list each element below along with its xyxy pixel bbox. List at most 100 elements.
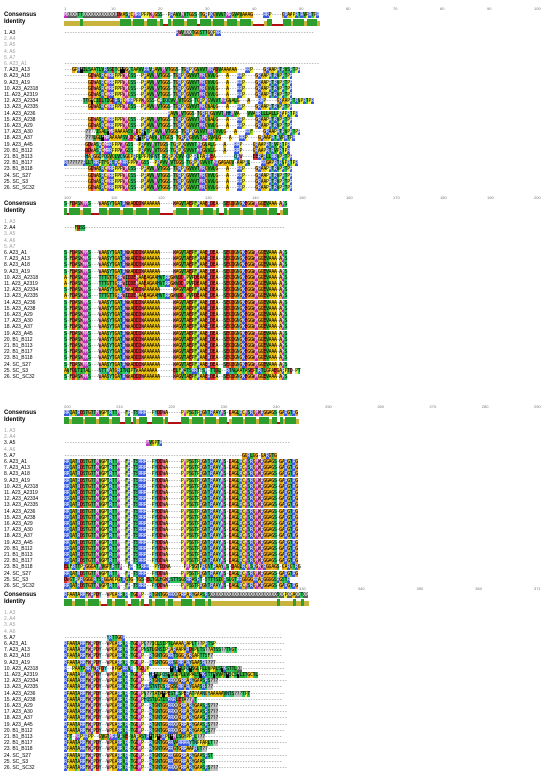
sequence-row: 18. A23_A37 --------???LGL*MRAAAAASVMDCR*… — [0, 135, 550, 142]
identity-mark — [184, 208, 187, 215]
identity-mark — [162, 213, 166, 215]
sequence-label: 12. A23_A2334 — [4, 496, 39, 503]
identity-mark — [274, 208, 278, 215]
identity-mark — [186, 210, 190, 215]
identity-mark — [136, 599, 139, 606]
sequence-label: 19. A23_A45 — [4, 539, 33, 546]
identity-mark — [226, 210, 230, 215]
identity-mark — [146, 604, 150, 606]
ruler-tick: 200 — [64, 404, 71, 409]
identity-mark — [104, 417, 107, 424]
identity-mark — [264, 208, 267, 215]
sequence-residues: S-FDASWMMS---WAASYTGATRWWADDDWAAAAAA----… — [64, 324, 288, 331]
sequence-residues — [64, 447, 544, 453]
sequence-row: 5. A7 ----------------YRTTGGR------------… — [0, 634, 550, 641]
identity-mark — [240, 601, 243, 606]
sequence-row: 19. A23_A45 --------GDWASRCMRRPPPWMGSS--P… — [0, 141, 550, 148]
sequence-row: 16. A23_A29 ---------GDWASRCMRRPPPWMGSS--… — [0, 123, 550, 129]
identity-mark — [98, 417, 102, 424]
sequence-residues: --------GDWASRCMRRPPPWMGSS--PRAVVMVTGGS-… — [64, 141, 291, 148]
identity-mark — [197, 208, 200, 215]
sequence-row: 9. A23_A19 RPAATARRFWRPDY--WPGARRVR-TGDMP… — [0, 659, 550, 666]
identity-mark — [282, 601, 286, 606]
sequence-residues: AVFDLTITAL---NTTKATGRITNIPTWAAAAAAA-----… — [64, 367, 301, 374]
sequence-row: 22. B1_B117 R??????RLLTRRPTFGRSRCMRRPPPWM… — [0, 160, 550, 167]
sequence-residues: R??????RLLTRRPTFGRSRCMRRPPPWMGSS--PRAVVM… — [64, 160, 299, 167]
sequence-row: 11. A23_A2319 RPAATARRFWRPDY--WPGARRVR-TG… — [0, 672, 550, 678]
sequence-residues: S-FDASWMMS---WAASYTGATRWWADDDWAAAAAA----… — [64, 336, 288, 343]
identity-mark — [64, 21, 67, 26]
identity-mark — [210, 208, 214, 215]
sequence-label: 24. SC_S27 — [4, 361, 31, 368]
identity-mark — [192, 19, 195, 26]
sequence-residues: ----FDSS--------------------------------… — [64, 225, 285, 232]
sequence-residues — [64, 42, 544, 48]
sequence-row: 21. B1_B113 RRQATRDSTGTTMVGPTRTTM--FR-TSR… — [0, 552, 550, 558]
identity-mark — [160, 213, 163, 215]
identity-mark — [146, 210, 150, 215]
identity-mark — [202, 208, 206, 215]
sequence-residues: RRQATRDSTGTTMVGPTRTTM--FR-TSRRR--PYDDWA-… — [64, 465, 299, 472]
identity-mark — [234, 208, 238, 215]
identity-mark — [269, 19, 272, 26]
sequence-row: 10. A23_A2318 RRQATRDSTGTTMVGPTRTTM--FR-T… — [0, 483, 550, 490]
sequence-residues: ELFRTTPRGGGATMVGPTRTTM--FR-TSRRR--PYDDWA… — [64, 564, 301, 571]
ruler-tick: 80 — [440, 6, 445, 11]
identity-mark — [312, 19, 315, 26]
identity-mark — [168, 599, 171, 606]
sequence-label: 18. A23_A37 — [4, 533, 33, 540]
sequence-label: 5. A7 — [4, 452, 16, 459]
identity-mark — [309, 19, 313, 26]
sequence-row: 5. A7 — [0, 55, 550, 61]
identity-mark — [69, 419, 72, 424]
identity-mark — [213, 210, 216, 215]
identity-mark — [138, 417, 142, 424]
identity-mark — [234, 601, 238, 606]
sequence-residues — [64, 610, 544, 616]
identity-mark — [136, 419, 139, 424]
identity-mark — [176, 422, 179, 424]
identity-mark — [186, 599, 190, 606]
identity-mark — [288, 417, 291, 424]
identity-mark — [184, 417, 187, 424]
identity-mark — [149, 19, 152, 26]
identity-mark — [218, 213, 222, 215]
ruler-tick: 290 — [534, 404, 541, 409]
sequence-residues: S-FDASWMMS---WAASYTGATRWWADDDWAAAAAA----… — [64, 330, 288, 337]
identity-mark — [114, 599, 118, 606]
identity-mark — [288, 19, 291, 26]
sequence-label: 8. A23_A18 — [4, 653, 30, 660]
sequence-label: 26. SC_SC32 — [4, 765, 35, 771]
identity-mark — [248, 601, 251, 606]
sequence-row: 6. A23_A1 RPAATARRFWRPDY--WPGARRVR-TGDMPQ… — [0, 641, 550, 647]
identity-mark — [282, 208, 286, 215]
sequence-row: 19. A23_A45 RRQATRDSTGTTMVGPTRTTM--FR-TSR… — [0, 539, 550, 546]
sequence-row: 22. B1_B117 S-FDASWMMS---WAASYTGATRWWADDD… — [0, 349, 550, 356]
consensus-sequence: RPAATARRFWRPDY--WPGARRVR-TGDMP--RTGNTGGR… — [64, 592, 309, 598]
identity-mark — [74, 599, 78, 606]
sequence-residues: ---------GDWASRCMRRPPPWMGSS--PRAVVMVTGGS… — [64, 79, 293, 86]
sequence-label: 25. SC_S3 — [4, 758, 29, 765]
sequence-label: 18. A23_A37 — [4, 324, 33, 331]
ruler-tick: 100 — [534, 6, 541, 11]
identity-mark — [245, 417, 248, 424]
ruler-tick: 90 — [487, 6, 492, 11]
identity-mark — [208, 208, 211, 215]
identity-mark — [144, 21, 147, 26]
identity-mark — [224, 208, 227, 215]
identity-mark — [280, 417, 283, 424]
identity-mark — [250, 601, 254, 606]
sequence-residues — [64, 36, 544, 42]
identity-mark — [138, 208, 142, 215]
identity-mark — [218, 601, 222, 606]
identity-mark — [85, 601, 88, 606]
sequence-row: 25. SC_S3 RPAATARRFWRPDY--WPGARRVR-TGDMP-… — [0, 758, 550, 765]
sequence-residues — [64, 55, 544, 61]
sequence-label: 21. B1_B113 — [4, 552, 33, 558]
identity-mark — [213, 19, 216, 26]
identity-mark — [85, 208, 88, 215]
identity-mark — [152, 19, 155, 26]
ruler-tick: 210 — [116, 404, 123, 409]
identity-mark — [106, 21, 110, 26]
sequence-row: 10. A23_A2318 A-FDASWMMS---TTTGTTGRRWIDDE… — [0, 274, 550, 281]
